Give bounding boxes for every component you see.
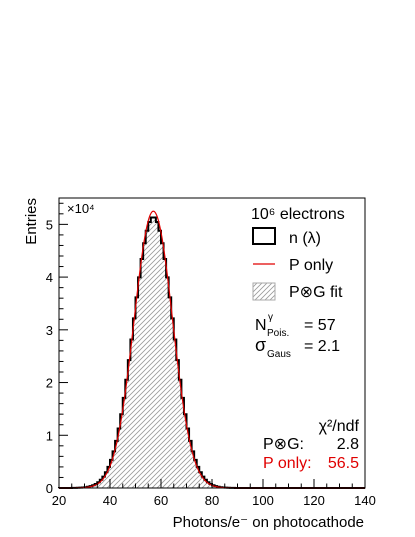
x-tick-label: 20 [52, 493, 66, 508]
legend-swatch-histogram [252, 227, 276, 245]
sigma-symbol: σ [255, 335, 266, 355]
legend-label-p-only: P only [289, 257, 333, 274]
chi2-ponly-value: 56.5 [328, 455, 359, 472]
legend-swatch-pg-fit [252, 282, 276, 301]
chi2-block: χ²/ndf P⊗G: 2.8 P only: 56.5 [263, 418, 360, 472]
x-tick-label: 80 [205, 493, 219, 508]
y-multiplier: ×10⁴ [67, 201, 95, 216]
sigma-value: = 2.1 [304, 338, 340, 355]
x-tick-label: 140 [354, 493, 376, 508]
y-tick-label: 2 [46, 376, 53, 391]
legend-label-pg-fit: P⊗G fit [289, 284, 343, 301]
npois-symbol: N [255, 317, 267, 334]
chi2-ponly-label: P only: [263, 455, 312, 472]
y-tick-label: 4 [46, 270, 53, 285]
y-axis-title: Entries [23, 198, 40, 245]
legend-label-histogram: n (λ) [289, 230, 321, 247]
chi2-pg-value: 2.8 [337, 436, 359, 453]
y-tick-label: 0 [46, 481, 53, 496]
legend-title: 10⁶ electrons [251, 206, 345, 223]
npois-value: = 57 [304, 317, 336, 334]
x-tick-label: 60 [154, 493, 168, 508]
x-tick-label: 100 [252, 493, 274, 508]
npois-superscript: γ [268, 312, 273, 323]
y-tick-label: 1 [46, 428, 53, 443]
y-tick-label: 3 [46, 323, 53, 338]
sigma-subscript: Gaus [267, 349, 291, 360]
chi2-header: χ²/ndf [319, 418, 360, 435]
x-tick-label: 120 [303, 493, 325, 508]
legend: 10⁶ electrons n (λ) P only P⊗G fit [251, 206, 345, 301]
axis-layer: 20 40 60 80 100 120 140 0 1 2 3 4 5 [46, 202, 376, 508]
y-tick-label: 5 [46, 217, 53, 232]
x-axis-title: Photons/e⁻ on photocathode [173, 514, 364, 531]
x-tick-label: 40 [103, 493, 117, 508]
chi2-pg-label: P⊗G: [263, 436, 304, 453]
fit-parameters: N γ Pois. = 57 σ Gaus = 2.1 [255, 312, 340, 360]
npois-subscript: Pois. [267, 328, 289, 339]
